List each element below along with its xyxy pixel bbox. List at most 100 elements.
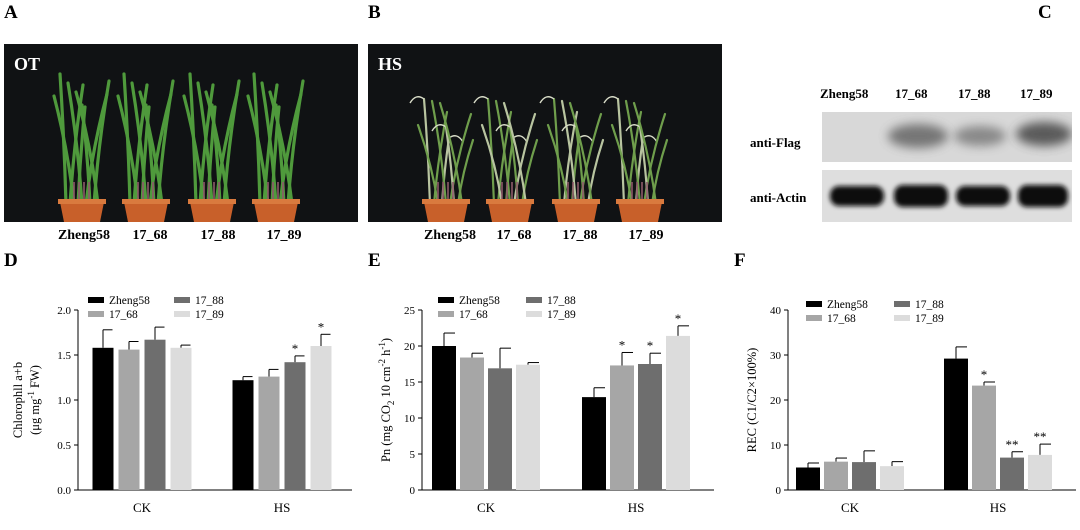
bar (852, 462, 876, 490)
y-tick-label: 20 (404, 341, 416, 353)
plant-pot-rim (486, 199, 534, 204)
pot-label: 17_68 (132, 228, 168, 243)
legend-swatch (894, 301, 910, 307)
plant-pot (618, 202, 662, 222)
blot-lane-label: 17_88 (958, 86, 991, 101)
plant-leaf-curl (539, 96, 555, 104)
y-axis-title-script: 2 (386, 401, 396, 406)
y-axis-title-line: Pn (mg CO2 10 cm-2 h-1) (377, 338, 396, 462)
plants-illustration-hs (409, 96, 669, 222)
y-tick-label: 1.5 (57, 350, 71, 362)
blot-band (1018, 185, 1068, 207)
chart-d-chlorophyll: 0.0 0.5 1.0 1.5 2.0 CK * * HS Zheng58 17_88 17_68 17… (11, 295, 352, 515)
blot-lane-label: 17_68 (895, 86, 928, 101)
photo-hs: HS (368, 44, 722, 222)
legend-label: Zheng58 (459, 295, 500, 307)
plant-leaf-curl (603, 96, 619, 104)
x-category-label: CK (133, 500, 152, 515)
pot-label: Zheng58 (423, 228, 477, 243)
x-category-label: HS (274, 500, 291, 515)
y-axis-title-part: FW) (28, 365, 42, 391)
plant-leaf-curl (431, 124, 447, 132)
bar (972, 385, 996, 490)
plant-leaf-curl (473, 96, 489, 104)
blot-lane-label: Zheng58 (820, 86, 869, 101)
significance-label: * (318, 319, 325, 334)
photo-tag-hs: HS (378, 54, 403, 74)
plant-leaf (138, 90, 164, 206)
plant-leaf (456, 138, 475, 206)
significance-label: * (647, 338, 654, 353)
y-axis-title-superscript: -1 (26, 391, 36, 399)
plant-leaf (632, 101, 658, 206)
plant-leaf (448, 112, 473, 206)
pot-label: 17_88 (562, 228, 598, 243)
plant-pot-rim (58, 199, 106, 204)
bar (232, 380, 254, 490)
legend-swatch (526, 311, 542, 317)
y-tick-label: 10 (404, 413, 416, 425)
y-tick-label: 0 (776, 485, 782, 497)
y-tick-label: 15 (404, 377, 416, 389)
x-category-label: CK (477, 500, 496, 515)
bar (796, 467, 820, 490)
panel-letter-d: D (4, 250, 18, 271)
plant-leaf-curl (561, 124, 577, 132)
y-tick-label: 5 (410, 449, 416, 461)
y-axis-title-part: Pn (mg CO (379, 405, 393, 462)
blot-bands-flag (888, 122, 1072, 148)
plant-leaf (204, 90, 230, 206)
x-category-label: HS (628, 500, 645, 515)
y-axis-title-line: (μg mg-1 FW) (26, 365, 42, 435)
y-axis-title-line: REC (C1/C2×100%) (745, 348, 759, 453)
plant-leaf (502, 101, 528, 206)
pot-label: 17_68 (496, 228, 532, 243)
legend-swatch (88, 311, 104, 317)
bar (638, 364, 662, 490)
plant-leaf (430, 99, 448, 206)
bar (824, 461, 848, 490)
plant-leaf (546, 123, 570, 206)
plant-pot (254, 202, 298, 222)
x-category-label: CK (841, 500, 860, 515)
plant-pot (190, 202, 234, 222)
legend-label: 17_88 (547, 295, 576, 307)
plant-leaf (586, 138, 605, 206)
y-axis-title-part: ) (379, 338, 393, 342)
plant-leaf (66, 81, 84, 206)
plant-pot (60, 202, 104, 222)
legend-swatch (438, 297, 454, 303)
pot-label: Zheng58 (57, 228, 111, 243)
legend-label: 17_89 (547, 309, 576, 321)
plant-pot-rim (616, 199, 664, 204)
plant-pot-rim (552, 199, 600, 204)
plant-leaf (610, 123, 634, 206)
bar (284, 362, 306, 490)
plant-leaf (416, 123, 440, 206)
plant-leaf (182, 94, 206, 206)
panel-letter-e: E (368, 250, 381, 271)
chart-e-photosynthesis: 0 5 10 15 20 25 CK * * * HS Zheng58 17_88 17_68 17_89 P… (377, 295, 714, 515)
y-tick-label: 0.0 (57, 485, 71, 497)
plant-pot (124, 202, 168, 222)
y-axis-title-line: Chlorophll a+b (11, 362, 25, 438)
plant-leaf (560, 99, 578, 206)
bar (610, 365, 634, 490)
plant-leaf (116, 94, 140, 206)
panel-letter-a: A (4, 2, 18, 23)
plant-leaf (438, 101, 464, 206)
y-tick-label: 10 (770, 440, 782, 452)
y-axis-title: Pn (mg CO2 10 cm-2 h-1) (377, 338, 396, 462)
legend-label: 17_68 (109, 309, 138, 321)
legend-swatch (88, 297, 104, 303)
panel-letter-f: F (734, 250, 746, 271)
plant-leaf (480, 123, 504, 206)
pot-label: 17_88 (200, 228, 236, 243)
y-tick-label: 30 (770, 350, 782, 362)
plant-leaf-curl (625, 124, 641, 132)
legend-label: 17_89 (195, 309, 224, 321)
legend-label: Zheng58 (109, 295, 150, 307)
bar (432, 346, 456, 490)
legend-swatch (806, 301, 822, 307)
legend-label: 17_88 (915, 299, 944, 311)
